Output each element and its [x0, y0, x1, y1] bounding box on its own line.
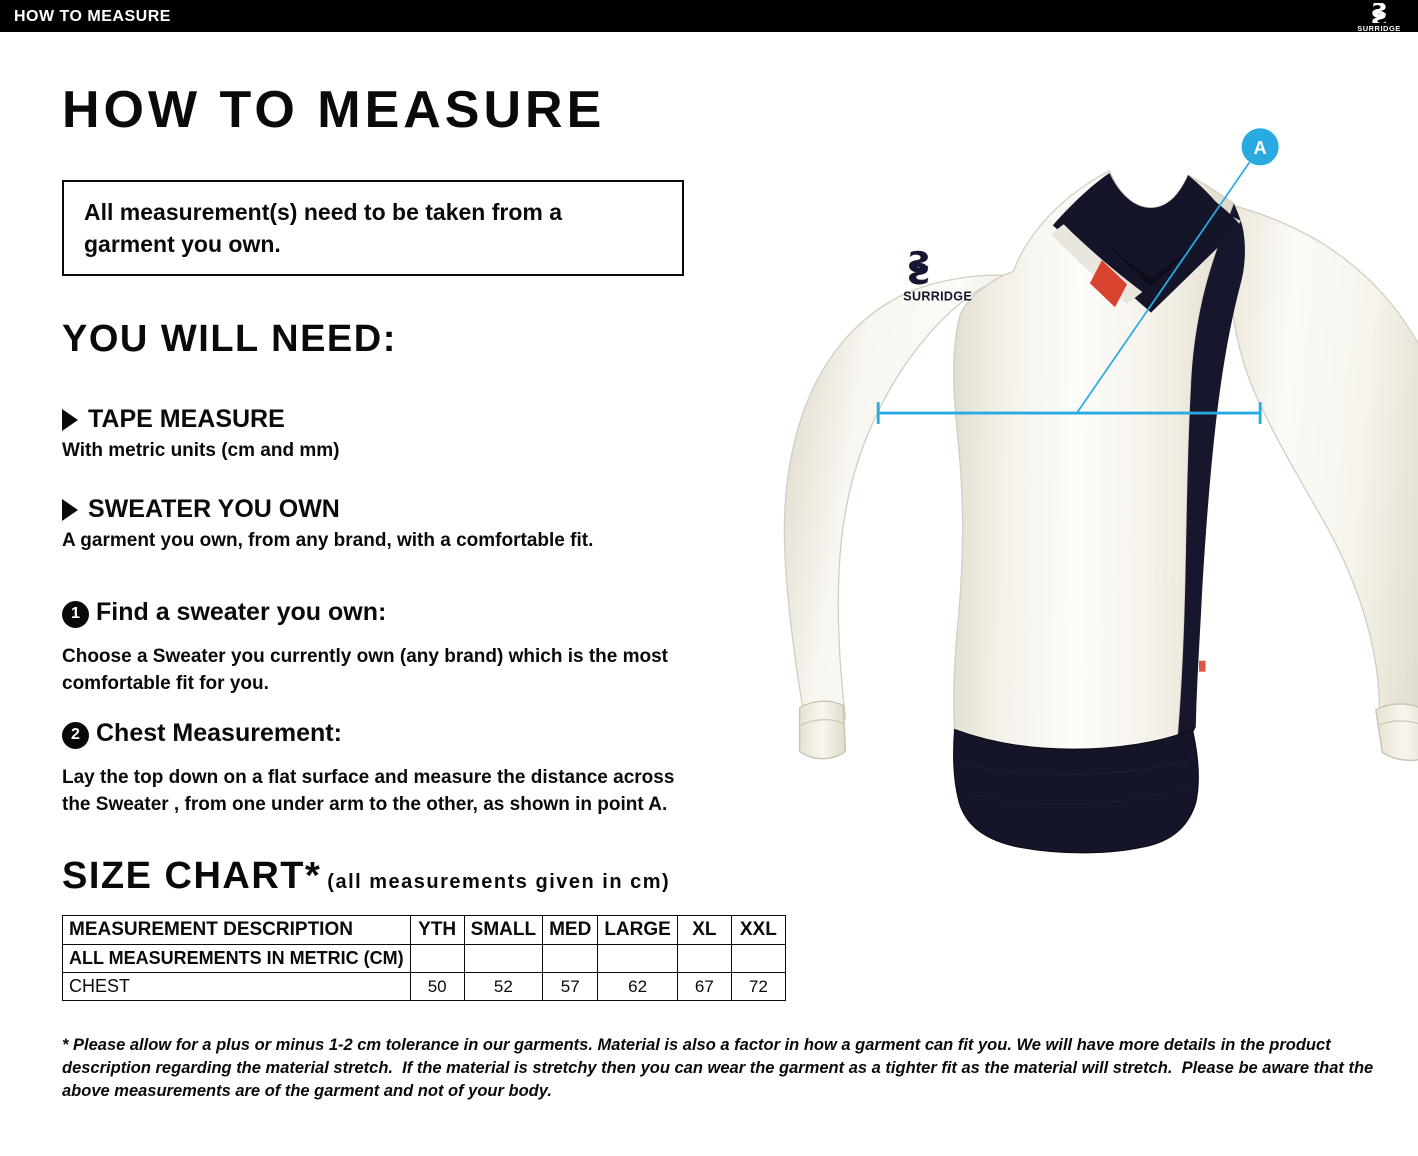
svg-text:A: A: [1254, 138, 1267, 158]
svg-text:SURRIDGE: SURRIDGE: [903, 290, 972, 304]
